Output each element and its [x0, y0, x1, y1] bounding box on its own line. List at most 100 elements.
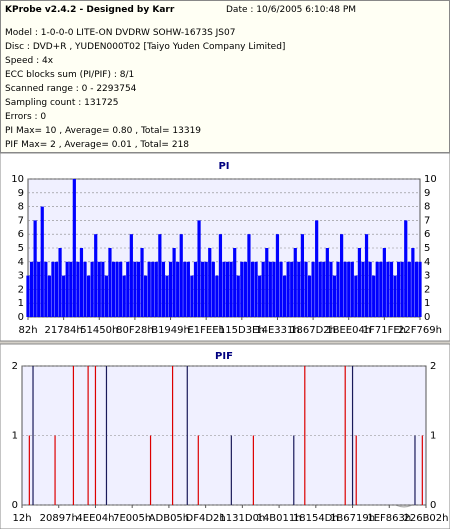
- bar: [250, 261, 255, 317]
- y-tick-label: 3: [18, 271, 24, 282]
- bar: [54, 435, 56, 505]
- bar: [368, 261, 372, 317]
- x-tick-label: 1131D0h: [219, 513, 265, 524]
- x-tick-label: 21784h: [45, 325, 83, 336]
- info-panel: KProbe v2.4.2 - Designed by Karr Date : …: [0, 0, 450, 153]
- bar: [225, 261, 230, 317]
- bar: [243, 261, 247, 317]
- bar: [149, 435, 152, 505]
- y-tick-label: 10: [11, 174, 24, 185]
- y-tick-label-right: 3: [424, 271, 430, 282]
- bar: [293, 435, 295, 505]
- bar: [414, 261, 419, 317]
- x-tick-label: 1EF863h: [367, 513, 411, 524]
- bar: [222, 261, 226, 317]
- y-tick-label: 1: [18, 298, 24, 309]
- bar: [265, 248, 269, 317]
- x-tick-label: 22F769h: [398, 325, 442, 336]
- bar: [229, 261, 233, 317]
- bar: [101, 261, 105, 317]
- bar: [44, 261, 48, 317]
- bar: [29, 261, 34, 317]
- bar: [158, 234, 162, 317]
- bar: [72, 366, 75, 505]
- bar: [33, 220, 37, 317]
- bar: [147, 261, 151, 317]
- bar: [354, 275, 358, 317]
- bar: [393, 275, 397, 317]
- bar: [389, 261, 394, 317]
- x-tick-label: 14E331h: [255, 325, 299, 336]
- y-tick-label-right: 2: [430, 361, 436, 372]
- bar: [86, 275, 91, 317]
- y-tick-label: 0: [12, 500, 18, 511]
- bar: [193, 261, 198, 317]
- bar: [171, 366, 174, 505]
- bar: [418, 261, 422, 317]
- bar: [111, 261, 116, 317]
- x-tick-label: 1F71FEh: [363, 325, 406, 336]
- bar: [351, 366, 354, 505]
- bar: [254, 261, 258, 317]
- bar: [386, 261, 390, 317]
- bar: [208, 248, 212, 317]
- bar: [236, 275, 240, 317]
- bar: [247, 234, 251, 317]
- bar: [126, 261, 130, 317]
- bar: [382, 248, 386, 317]
- bar: [204, 261, 208, 317]
- y-tick-label-right: 2: [424, 284, 430, 295]
- info-line: Scanned range : 0 - 2293754: [5, 84, 137, 94]
- bar: [240, 261, 244, 317]
- y-tick-label: 4: [18, 257, 24, 268]
- bar: [72, 179, 76, 317]
- x-tick-label: 82h: [18, 325, 37, 336]
- x-tick-label: 51450h: [80, 325, 118, 336]
- y-tick-label-right: 0: [424, 312, 430, 323]
- bar: [379, 261, 383, 317]
- bar: [304, 261, 308, 317]
- bar: [318, 261, 322, 317]
- bar: [90, 261, 94, 317]
- bar: [183, 261, 187, 317]
- bar: [94, 234, 98, 317]
- bar: [87, 366, 89, 505]
- bar: [355, 435, 357, 505]
- bar: [230, 435, 232, 505]
- bar: [361, 261, 365, 317]
- y-tick-label-right: 6: [424, 229, 430, 240]
- bar: [421, 435, 423, 505]
- bar: [83, 261, 87, 317]
- y-tick-label: 0: [18, 312, 24, 323]
- y-tick-label: 2: [18, 284, 24, 295]
- x-tick-label: 1BEE04h: [326, 325, 371, 336]
- info-line: PI Max= 10 , Average= 0.80 , Total= 1331…: [5, 126, 202, 136]
- bar: [233, 248, 237, 317]
- x-tick-label: 1867D2h: [290, 325, 336, 336]
- bar: [94, 366, 97, 505]
- bar: [201, 261, 205, 317]
- bar: [414, 435, 416, 505]
- bar: [133, 261, 137, 317]
- bar: [26, 275, 30, 317]
- bar: [108, 248, 112, 317]
- y-tick-label-right: 1: [424, 298, 430, 309]
- x-tick-label: 14B011h: [257, 513, 302, 524]
- y-tick-label-right: 4: [424, 257, 430, 268]
- bar: [307, 275, 312, 317]
- bar: [290, 261, 294, 317]
- info-line: Speed : 4x: [5, 56, 54, 66]
- info-line: Model : 1-0-0-0 LITE-ON DVDRW SOHW-1673S…: [5, 28, 236, 38]
- info-line: Errors : 0: [5, 112, 47, 122]
- date: Date : 10/6/2005 6:10:48 PM: [226, 5, 357, 15]
- x-tick-label: 18154Dh: [293, 513, 339, 524]
- bar: [47, 275, 51, 317]
- bar: [411, 248, 415, 317]
- y-tick-label-right: 0: [430, 500, 436, 511]
- bar: [293, 248, 297, 317]
- bar: [197, 220, 201, 317]
- bar: [343, 261, 347, 317]
- bar: [322, 261, 326, 317]
- bar: [372, 275, 376, 317]
- bar: [304, 366, 306, 505]
